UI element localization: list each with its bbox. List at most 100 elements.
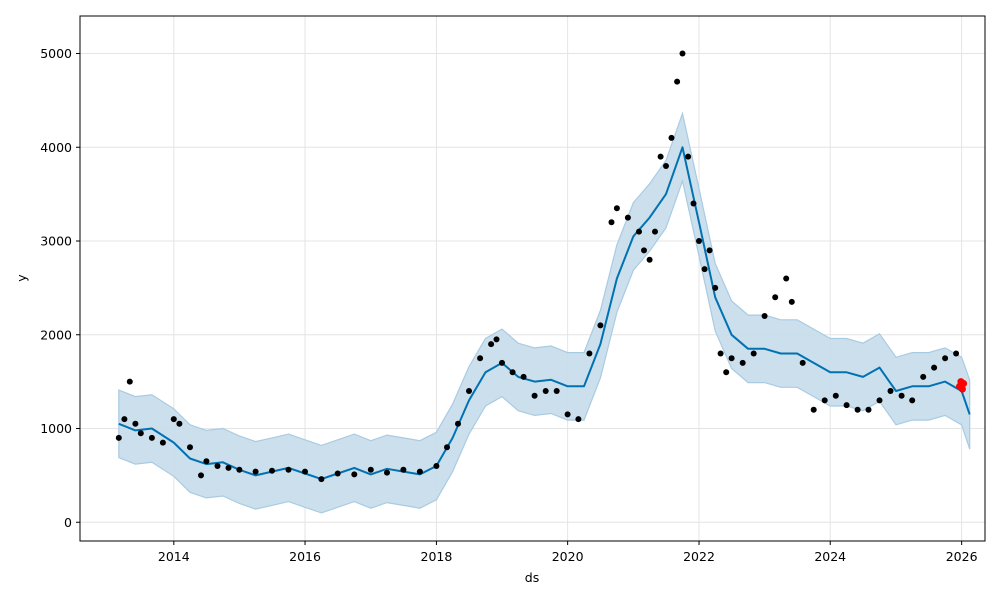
highlight-points — [956, 378, 968, 393]
observed-point — [843, 402, 850, 409]
observed-point — [641, 247, 647, 254]
y-axis-ticks: 0 1000 2000 3000 4000 5000 — [40, 46, 80, 530]
x-axis-ticks: 2014 2016 2018 2020 2022 2024 2026 — [158, 541, 978, 564]
x-tick-label: 2014 — [158, 549, 190, 564]
observed-point — [887, 388, 894, 394]
observed-point — [679, 50, 686, 57]
observed-point — [663, 163, 669, 169]
observed-point — [931, 364, 938, 371]
observed-point — [455, 420, 461, 427]
observed-point — [367, 466, 374, 473]
forecast-line-group — [118, 146, 971, 481]
observed-point — [788, 298, 795, 305]
observed-point — [351, 471, 358, 478]
plot-frame — [79, 15, 986, 542]
observed-point — [685, 153, 692, 160]
observed-point — [920, 373, 927, 380]
grid-lines — [80, 16, 985, 541]
observed-point — [865, 406, 872, 413]
observed-point — [674, 78, 681, 85]
observed-point — [137, 430, 144, 437]
observed-point — [509, 369, 516, 376]
observed-point — [384, 469, 390, 476]
x-tick-label: 2020 — [552, 549, 584, 564]
observed-point — [597, 322, 604, 329]
observed-point — [433, 463, 440, 469]
x-tick-label: 2018 — [421, 549, 453, 564]
y-tick-label: 5000 — [40, 46, 72, 61]
observed-point — [657, 153, 664, 160]
observed-point — [121, 416, 128, 423]
observed-point — [942, 355, 949, 362]
y-tick-label: 2000 — [40, 327, 72, 342]
observed-point — [646, 256, 653, 263]
observed-point — [493, 336, 500, 343]
observed-point — [728, 355, 735, 362]
observed-point — [318, 476, 325, 483]
observed-point — [586, 350, 593, 357]
observed-point — [198, 472, 204, 479]
observed-point — [690, 200, 697, 207]
observed-point — [854, 406, 861, 413]
y-tick-label: 3000 — [40, 234, 72, 249]
y-tick-label: 0 — [64, 515, 72, 530]
observed-point — [701, 266, 708, 273]
x-axis-label: ds — [525, 570, 539, 585]
observed-point — [132, 420, 139, 427]
observed-point — [575, 416, 582, 423]
observed-point — [799, 359, 806, 366]
observed-point — [520, 373, 527, 380]
highlight-point — [958, 385, 966, 393]
observed-point — [739, 359, 746, 366]
observed-point — [712, 284, 719, 291]
y-tick-label: 4000 — [40, 140, 72, 155]
observed-point — [416, 468, 423, 475]
observed-point — [170, 416, 177, 423]
observed-point — [810, 406, 817, 413]
observed-point — [531, 392, 538, 399]
observed-point — [115, 434, 122, 441]
observed-point — [821, 397, 828, 404]
observed-point — [225, 464, 232, 471]
observed-point — [187, 444, 193, 451]
observed-point — [608, 219, 615, 226]
highlight-point — [960, 380, 968, 387]
observed-point — [334, 470, 341, 477]
uncertainty-band — [118, 111, 971, 514]
y-tick-label: 1000 — [40, 421, 72, 436]
observed-point — [783, 275, 790, 282]
x-tick-label: 2024 — [814, 549, 846, 564]
observed-point — [717, 350, 724, 357]
forecast-line — [118, 146, 971, 481]
observed-point — [269, 467, 275, 474]
observed-point — [953, 350, 960, 357]
observed-point — [302, 468, 308, 475]
y-axis-label: y — [14, 274, 29, 282]
observed-point — [159, 439, 166, 446]
observed-point — [761, 313, 768, 319]
observed-point — [400, 466, 407, 473]
observed-point — [252, 468, 259, 475]
observed-point — [772, 294, 779, 301]
observed-point — [553, 388, 560, 394]
observed-point — [706, 247, 713, 254]
observed-point — [542, 388, 549, 394]
observed-point — [898, 392, 905, 399]
observed-point — [613, 205, 620, 212]
observed-point — [126, 378, 133, 385]
observed-point — [148, 434, 155, 441]
observed-points — [115, 50, 960, 483]
observed-point — [214, 463, 221, 469]
observed-point — [203, 458, 210, 465]
observed-point — [236, 466, 243, 473]
observed-point — [285, 466, 292, 473]
observed-point — [176, 420, 183, 427]
x-tick-label: 2026 — [946, 549, 978, 564]
observed-point — [488, 341, 495, 348]
observed-point — [876, 397, 883, 404]
x-tick-label: 2016 — [289, 549, 321, 564]
observed-point — [723, 369, 730, 376]
observed-point — [668, 134, 675, 141]
observed-point — [499, 359, 505, 366]
